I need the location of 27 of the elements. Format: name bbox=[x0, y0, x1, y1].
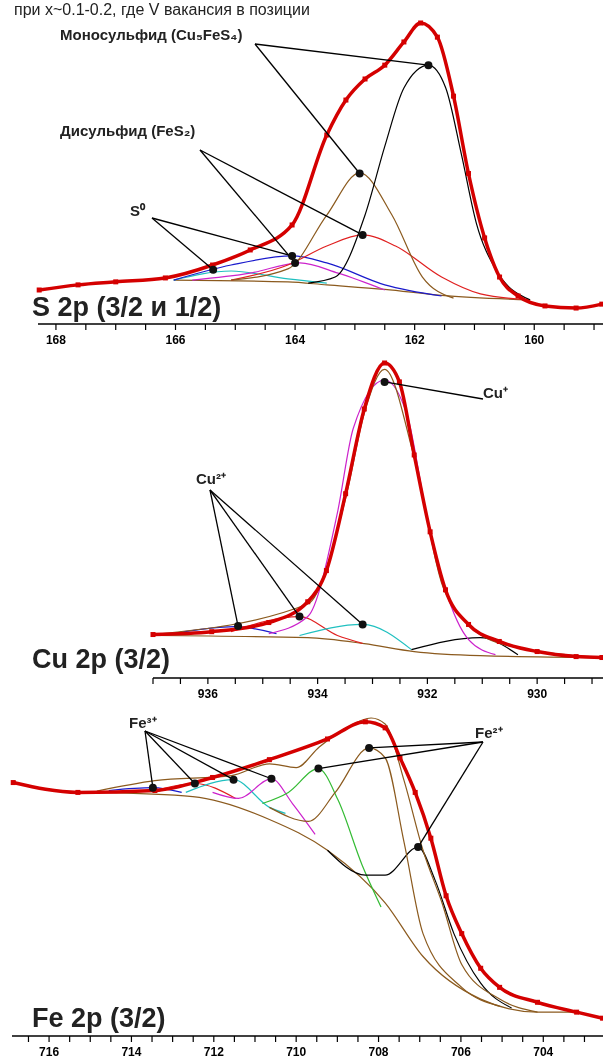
annotation: Моносульфид (Cu₅FeS₄) bbox=[60, 26, 243, 43]
annotation: S⁰ bbox=[130, 202, 146, 219]
text: Cu 2p (3/2) bbox=[32, 644, 171, 674]
x-tick-label: 716 bbox=[39, 1045, 60, 1059]
x-tick-label: 164 bbox=[285, 333, 306, 347]
x-tick-label: 160 bbox=[524, 333, 545, 347]
annotation: Fe²⁺ bbox=[475, 724, 503, 741]
x-tick-label: 934 bbox=[307, 687, 328, 701]
x-tick-label: 166 bbox=[165, 333, 186, 347]
x-tick-label: 704 bbox=[533, 1045, 554, 1059]
x-tick-label: 712 bbox=[203, 1045, 225, 1059]
x-tick-label: 930 bbox=[527, 687, 548, 701]
annotation: Cu⁺ bbox=[483, 384, 508, 401]
x-tick-label: 932 bbox=[417, 687, 438, 701]
x-tick-label: 710 bbox=[286, 1045, 307, 1059]
text: при x~0.1-0.2, где V вакансия в позиции bbox=[14, 1, 310, 18]
x-tick-label: 708 bbox=[368, 1045, 389, 1059]
x-tick-label: 706 bbox=[450, 1045, 472, 1059]
annotation: Дисульфид (FeS₂) bbox=[60, 122, 196, 139]
text: S 2p (3/2 и 1/2) bbox=[32, 292, 222, 322]
x-tick-label: 936 bbox=[197, 687, 219, 701]
annotation: Fe³⁺ bbox=[129, 714, 157, 731]
x-tick-label: 714 bbox=[121, 1045, 142, 1059]
text: Fe 2p (3/2) bbox=[32, 1003, 166, 1033]
x-tick-label: 168 bbox=[45, 333, 67, 347]
annotation: Cu²⁺ bbox=[196, 470, 226, 487]
x-tick-label: 162 bbox=[404, 333, 425, 347]
